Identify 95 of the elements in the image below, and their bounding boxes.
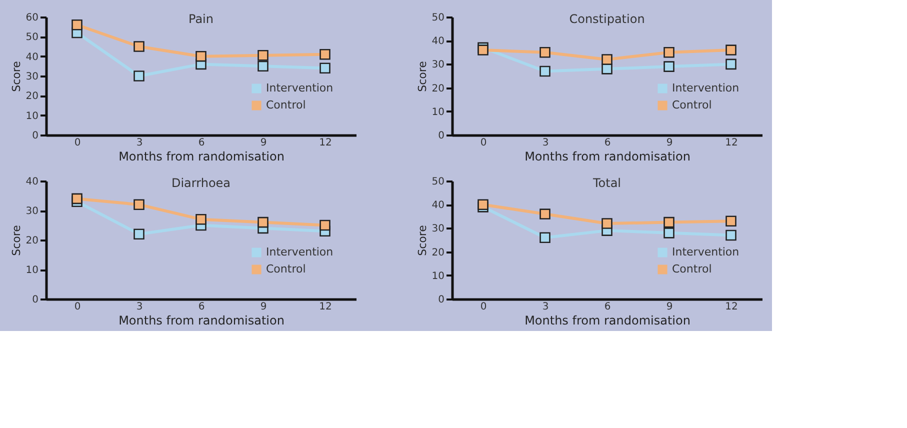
x-tick-label: 12 — [725, 138, 738, 148]
y-tick-label: 60 — [26, 12, 38, 24]
x-tick-label: 6 — [604, 138, 611, 148]
legend-label: Control — [672, 98, 712, 112]
point — [134, 41, 144, 52]
point — [664, 228, 674, 238]
x-tick-label: 6 — [604, 302, 611, 312]
point — [602, 54, 612, 65]
chart-title: Diarrhoea — [171, 176, 231, 190]
y-tick-label: 30 — [432, 224, 444, 235]
legend-label: Intervention — [672, 246, 740, 258]
point — [726, 230, 736, 241]
x-tick-label: 9 — [260, 138, 267, 148]
y-tick-label: 30 — [26, 206, 38, 217]
y-tick-label: 10 — [26, 265, 38, 276]
point — [602, 218, 612, 229]
legend-label: Intervention — [672, 82, 740, 94]
y-axis-title: Score — [416, 60, 429, 92]
y-tick-label: 30 — [26, 72, 38, 82]
chart-title: Total — [592, 176, 622, 190]
point — [72, 19, 82, 30]
y-tick-label: 20 — [26, 91, 38, 102]
x-axis-title: Months from randomisation — [524, 150, 690, 164]
point — [258, 216, 268, 228]
legend-label: Intervention — [266, 82, 334, 94]
y-axis-title: Score — [416, 224, 429, 256]
x-tick-label: 12 — [725, 302, 738, 312]
x-tick-label: 3 — [542, 302, 549, 312]
y-tick-label: 50 — [432, 12, 444, 24]
y-tick-label: 40 — [432, 200, 444, 212]
point — [196, 214, 206, 225]
point — [320, 62, 330, 74]
chart-title: Pain — [188, 12, 214, 26]
point — [540, 232, 550, 244]
y-tick-label: 40 — [432, 36, 444, 48]
y-tick-label: 30 — [432, 60, 444, 71]
point — [726, 58, 736, 70]
legend-label: Intervention — [266, 246, 334, 258]
x-tick-label: 6 — [198, 138, 205, 148]
y-tick-label: 50 — [26, 32, 38, 44]
y-axis-title: Score — [10, 224, 23, 256]
x-axis-title: Months from randomisation — [524, 314, 690, 328]
point — [540, 208, 550, 220]
x-axis-title: Months from randomisation — [118, 150, 284, 164]
point — [540, 47, 550, 58]
point — [726, 216, 736, 227]
point — [478, 44, 488, 56]
y-tick-label: 0 — [32, 130, 38, 142]
x-tick-label: 6 — [198, 302, 205, 312]
y-tick-label: 10 — [26, 110, 38, 122]
point — [258, 60, 268, 72]
x-tick-label: 0 — [74, 138, 81, 148]
y-tick-label: 20 — [432, 83, 444, 94]
y-tick-label: 40 — [26, 52, 38, 63]
point — [478, 199, 488, 210]
point — [320, 48, 330, 60]
point — [72, 193, 82, 204]
y-tick-label: 0 — [438, 130, 444, 142]
point — [602, 64, 612, 74]
y-tick-label: 0 — [438, 294, 444, 306]
x-tick-label: 3 — [542, 138, 549, 148]
y-tick-label: 0 — [32, 294, 38, 306]
x-tick-label: 9 — [260, 302, 267, 312]
point — [196, 50, 206, 62]
y-tick-label: 40 — [26, 176, 38, 188]
point — [540, 66, 550, 77]
x-tick-label: 12 — [319, 302, 332, 312]
point — [726, 44, 736, 56]
point — [664, 61, 674, 72]
y-axis-title: Score — [10, 60, 23, 92]
chart-title: Constipation — [569, 12, 645, 26]
point — [134, 199, 144, 210]
x-tick-label: 9 — [666, 302, 673, 312]
point — [664, 47, 674, 58]
point — [134, 228, 144, 240]
y-tick-label: 50 — [432, 176, 444, 188]
x-tick-label: 0 — [480, 138, 487, 148]
x-tick-label: 3 — [136, 302, 143, 312]
x-tick-label: 9 — [666, 138, 673, 148]
y-tick-label: 20 — [26, 236, 38, 246]
x-axis-title: Months from randomisation — [118, 314, 284, 328]
y-tick-label: 20 — [432, 247, 444, 258]
point — [664, 216, 674, 228]
legend-label: Control — [266, 98, 306, 112]
y-tick-label: 10 — [432, 106, 444, 118]
legend-label: Control — [266, 262, 306, 276]
point — [134, 70, 144, 82]
x-tick-label: 0 — [74, 302, 81, 312]
y-tick-label: 10 — [432, 270, 444, 282]
point — [258, 50, 268, 61]
x-tick-label: 3 — [136, 138, 143, 148]
x-tick-label: 0 — [480, 302, 487, 312]
legend-label: Control — [672, 262, 712, 276]
point — [320, 220, 330, 231]
x-tick-label: 12 — [319, 138, 332, 148]
